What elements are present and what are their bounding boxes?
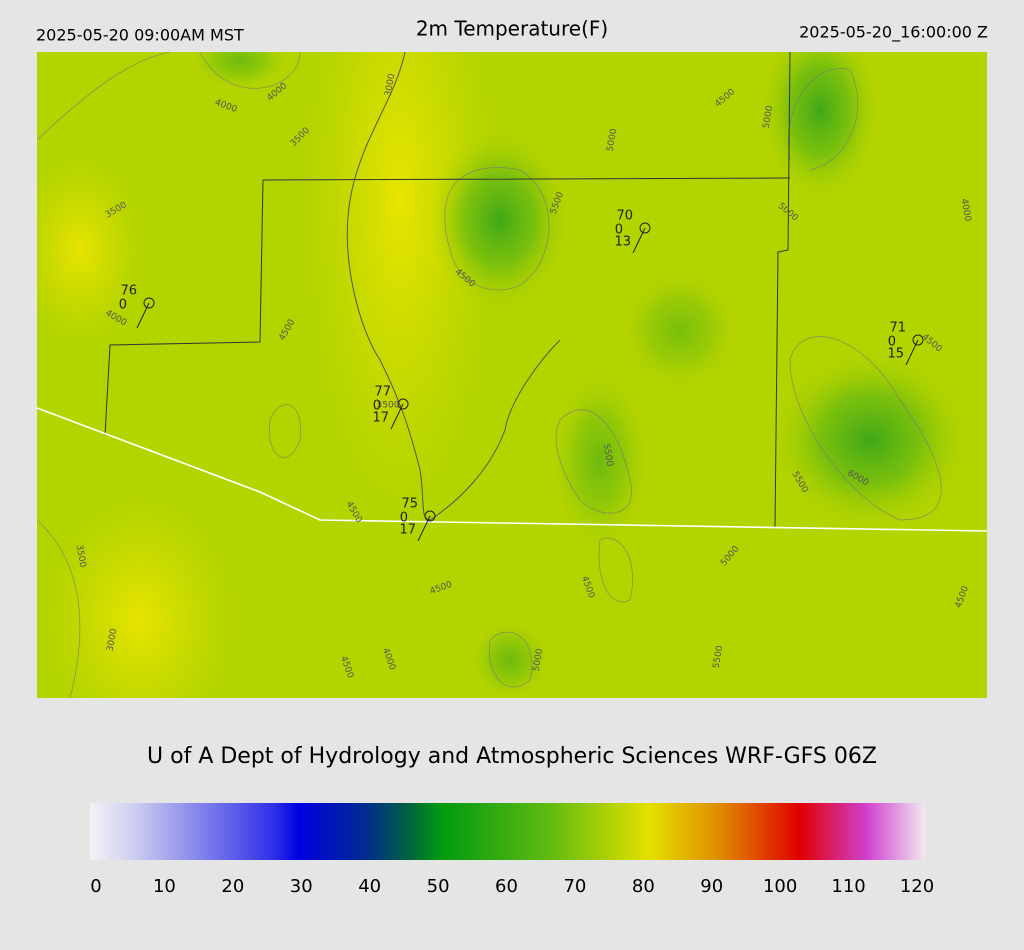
boundaries [104,52,791,529]
station-dew: 0 [119,298,127,313]
station-marker [639,222,651,234]
station-dew: 0 [373,399,381,414]
station-dew: 0 [400,511,408,526]
contour-label: 3500 [377,401,400,411]
station-wind: 17 [372,411,389,426]
station-marker [912,334,924,346]
contour-label: 5000 [762,105,776,130]
cool-area [770,350,970,530]
colorbar-tick-label: 60 [495,876,518,897]
station-temp: 77 [374,385,391,400]
colorbar-tick-label: 50 [427,876,450,897]
colorbar-tick-label: 100 [763,876,797,897]
colorbar-tick-label: 70 [563,876,586,897]
station-wind: 17 [399,523,416,538]
colorbar-tick-label: 40 [358,876,381,897]
state-border [37,407,987,532]
colorbar-tick-label: 120 [900,876,934,897]
station-dew: 0 [888,335,896,350]
contour-label: 5000 [532,648,546,673]
warm-area [50,500,230,698]
colorbar-tick-label: 90 [700,876,723,897]
valid-time-local: 2025-05-20 09:00AM MST [36,26,244,45]
contour-label: 3000 [384,73,398,98]
warm-area [310,52,490,500]
station-wind: 15 [887,347,904,362]
contour-label: 5500 [601,443,615,468]
station-marker [424,510,436,522]
map-title: 2m Temperature(F) [416,17,608,41]
station-temp: 71 [889,321,906,336]
contour-label: 5500 [712,645,726,670]
station-wind: 13 [614,235,631,250]
cool-area [620,270,740,390]
colorbar-tick-label: 80 [632,876,655,897]
cool-area [550,370,650,550]
station-marker [143,297,155,309]
cool-area [760,52,880,200]
station-temp: 76 [120,284,137,299]
wind-barb [417,515,431,542]
station-temp: 70 [616,209,633,224]
station-marker [397,398,409,410]
wind-barb [632,227,646,254]
wind-barb [390,403,404,430]
contour-label: 5000 [606,128,620,153]
colorbar-tick-label: 0 [90,876,101,897]
station-temp: 75 [401,497,418,512]
wind-barb [905,339,919,366]
contour-label: 4000 [959,198,973,223]
cool-area [190,52,290,90]
station-dew: 0 [615,223,623,238]
contours [37,52,942,698]
wind-barb [136,302,150,329]
colorbar-tick-label: 20 [221,876,244,897]
colorbar-tick-label: 10 [153,876,176,897]
colorbar-tick-label: 110 [831,876,865,897]
map [37,52,987,698]
colorbar [90,803,925,860]
contour-label: 3500 [74,544,88,569]
colorbar-tick-label: 30 [290,876,313,897]
contour-label: 3000 [106,628,120,653]
credit: U of A Dept of Hydrology and Atmospheric… [147,744,877,769]
valid-time-utc: 2025-05-20_16:00:00 Z [799,23,988,43]
warm-area [37,160,140,340]
